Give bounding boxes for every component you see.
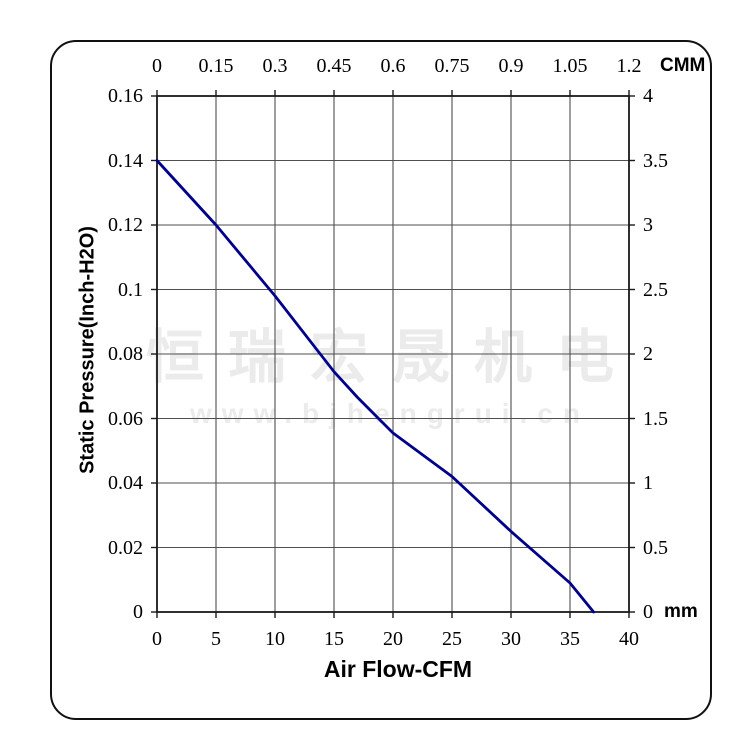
bottom-axis-tick-label: 15 [324,628,344,650]
x-axis-title: Air Flow-CFM [323,656,473,682]
left-axis-tick-label: 0.08 [108,343,143,365]
right-axis-tick-label: 1.5 [643,408,668,430]
bottom-axis-tick-label: 30 [501,628,521,650]
y-axis-title: Static Pressure(Inch-H2O) [76,226,99,474]
bottom-axis-tick-label: 20 [383,628,403,650]
left-axis-tick-label: 0.16 [108,85,143,107]
top-axis-tick-label: 0 [152,55,162,77]
top-axis-unit-label: CMM [660,55,706,76]
bottom-axis-tick-label: 40 [619,628,639,650]
bottom-axis-tick-label: 25 [442,628,462,650]
top-axis-tick-label: 1.2 [616,55,642,77]
watermark-text: 恒瑞宏晟机电 [145,325,639,390]
left-axis-tick-label: 0.14 [108,150,143,172]
top-axis-tick-label: 1.05 [552,55,588,77]
top-axis-tick-label: 0.75 [434,55,470,77]
left-axis-tick-label: 0.1 [118,279,143,301]
rounded-frame [50,40,712,720]
top-axis-tick-label: 0.6 [380,55,406,77]
left-axis-tick-label: 0.12 [108,214,143,236]
top-axis-tick-label: 0.15 [198,55,234,77]
right-axis-tick-label: 2.5 [643,279,668,301]
left-axis-tick-label: 0.06 [108,408,143,430]
right-axis-tick-label: 0 [643,601,653,623]
left-axis-tick-label: 0 [133,601,143,623]
right-axis-tick-label: 3 [643,214,653,236]
top-axis-tick-label: 0.45 [316,55,352,77]
bottom-axis-tick-label: 5 [211,628,221,650]
right-axis-tick-label: 2 [643,343,653,365]
bottom-axis-tick-label: 0 [152,628,162,650]
left-axis-tick-label: 0.02 [108,537,143,559]
right-axis-tick-label: 1 [643,472,653,494]
top-axis-tick-label: 0.3 [262,55,288,77]
left-axis-tick-label: 0.04 [108,472,143,494]
right-axis-tick-label: 0.5 [643,537,668,559]
bottom-axis-tick-label: 35 [560,628,580,650]
top-axis-tick-label: 0.9 [498,55,524,77]
bottom-axis-tick-label: 10 [265,628,285,650]
right-axis-unit-label: mm [664,601,698,622]
right-axis-tick-label: 4 [643,85,653,107]
right-axis-tick-label: 3.5 [643,150,668,172]
